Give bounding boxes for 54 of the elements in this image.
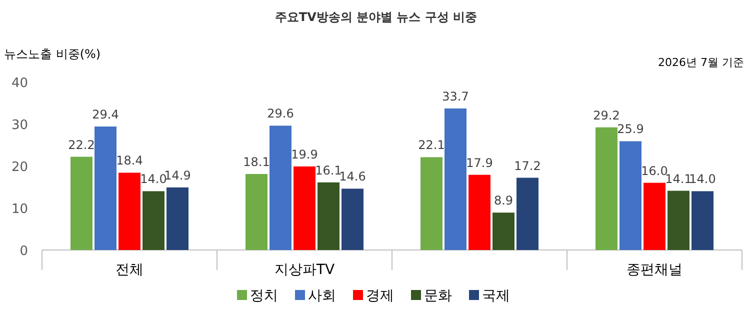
data-label: 29.2 — [593, 108, 620, 122]
text: 2026년 7월 기준 — [658, 56, 744, 69]
y-tick-label: 20 — [11, 160, 28, 175]
bar — [692, 191, 714, 250]
y-tick-label: 0 — [20, 244, 28, 259]
x-tick-label: 지상파TV — [274, 262, 335, 278]
legend-label: 경제 — [366, 288, 394, 304]
bar — [142, 191, 164, 250]
data-label: 33.7 — [442, 89, 469, 104]
bar — [644, 182, 666, 250]
y-axis-title: 뉴스노출 비중(%) — [4, 47, 101, 61]
bar — [668, 190, 690, 250]
data-label: 8.9 — [494, 194, 514, 208]
bar — [516, 178, 538, 250]
bar — [620, 141, 642, 250]
chart-title: 주요TV방송의 분야별 뉴스 구성 비중 — [274, 10, 478, 24]
legend-label: 사회 — [308, 288, 336, 304]
bar — [420, 157, 442, 250]
data-label: 14.0 — [689, 172, 716, 186]
bar — [492, 212, 514, 250]
bar — [342, 188, 364, 250]
bar — [444, 108, 466, 250]
data-label: 22.2 — [68, 138, 95, 152]
data-label: 14.6 — [339, 170, 366, 184]
data-label: 25.9 — [617, 122, 644, 136]
bar — [294, 166, 316, 250]
data-label: 22.1 — [418, 138, 445, 152]
data-label: 14.0 — [140, 172, 167, 186]
bar — [70, 156, 92, 250]
bar — [318, 182, 340, 250]
bar — [166, 187, 188, 250]
y-tick-label: 10 — [11, 202, 28, 217]
data-label: 17.9 — [466, 156, 493, 170]
data-label: 18.1 — [243, 154, 270, 169]
data-label: 17.2 — [514, 158, 541, 173]
data-label: 29.4 — [92, 108, 119, 122]
y-tick-label: 30 — [11, 118, 28, 133]
data-label: 18.4 — [116, 154, 143, 168]
data-label: 16.1 — [315, 163, 342, 178]
legend-label: 국제 — [482, 288, 510, 304]
bar — [94, 126, 116, 250]
bar — [596, 127, 618, 250]
data-label: 16.0 — [641, 164, 668, 178]
data-label: 29.6 — [267, 106, 294, 121]
legend-label: 문화 — [424, 288, 452, 304]
bar — [270, 126, 292, 250]
x-tick-label: 전체 — [116, 262, 144, 278]
x-tick-label: 종편채널 — [626, 262, 682, 278]
y-tick-label: 40 — [11, 76, 28, 91]
bar — [468, 174, 490, 250]
bar — [118, 172, 140, 250]
data-label: 19.9 — [291, 147, 318, 162]
legend-label: 정치 — [250, 288, 278, 304]
bar — [246, 174, 268, 250]
